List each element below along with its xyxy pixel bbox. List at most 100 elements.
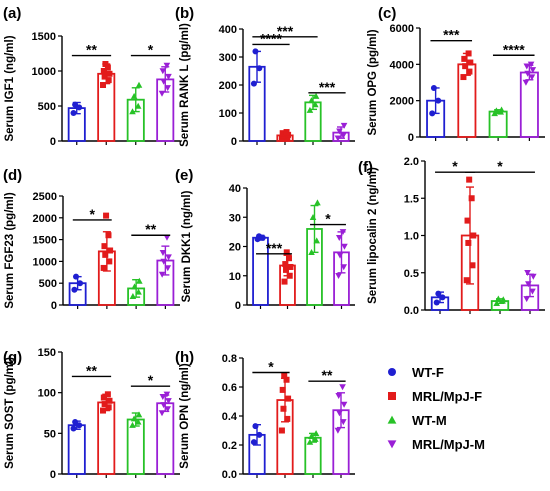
data-point <box>336 128 343 135</box>
data-point <box>313 237 321 244</box>
data-point <box>283 129 290 136</box>
significance-label: * <box>268 359 274 375</box>
data-point <box>465 50 472 57</box>
y-tick-label: 100 <box>219 108 237 120</box>
y-tick-label: 2.0 <box>404 156 419 168</box>
data-point <box>335 235 343 242</box>
data-point <box>429 110 436 117</box>
y-tick-label: 1.5 <box>404 193 419 205</box>
data-point <box>103 212 110 219</box>
y-tick-label: 500 <box>39 278 57 290</box>
data-point <box>165 254 172 261</box>
data-point <box>498 106 505 113</box>
data-point <box>435 97 442 104</box>
data-point <box>158 90 166 97</box>
significance-label: ** <box>322 367 333 383</box>
data-point <box>163 391 171 398</box>
data-point <box>340 419 347 426</box>
panel-label: (a) <box>3 5 21 22</box>
data-point <box>164 406 171 413</box>
y-tick-label: 0 <box>231 136 237 148</box>
data-point <box>101 73 108 80</box>
data-point <box>105 77 112 84</box>
data-point <box>467 59 474 66</box>
data-point <box>131 283 138 290</box>
legend-label: MRL/MpJ-M <box>412 437 485 452</box>
data-point <box>285 255 292 262</box>
data-point <box>312 92 320 99</box>
data-point <box>135 288 142 295</box>
y-axis-label: Serum SOST (pg/ml) <box>4 357 16 469</box>
y-tick-label: 0.8 <box>222 353 237 365</box>
significance-label: ** <box>86 42 97 58</box>
data-point <box>106 258 113 265</box>
data-point <box>334 427 342 434</box>
data-point <box>100 264 107 271</box>
data-point <box>525 281 532 288</box>
significance-label: *** <box>319 79 336 95</box>
bar-wt-f <box>67 424 86 475</box>
data-point <box>105 232 112 239</box>
data-point <box>278 427 285 434</box>
legend-label: MRL/MpJ-F <box>412 389 482 404</box>
data-point <box>100 68 107 74</box>
y-tick-label: 200 <box>219 80 237 92</box>
legend-marker <box>387 440 397 449</box>
data-point <box>256 431 263 438</box>
data-point <box>340 132 347 139</box>
chart-panel-8: (h)Serum OPN (ng/ml)0.00.20.40.60.8 *** <box>175 349 355 481</box>
data-point <box>165 398 172 405</box>
data-point <box>283 376 290 383</box>
data-point <box>70 425 77 432</box>
legend-label: WT-M <box>412 413 447 428</box>
data-point <box>160 402 167 409</box>
data-point <box>256 233 263 240</box>
data-point <box>309 213 317 220</box>
data-point <box>106 70 113 77</box>
y-tick-label: 50 <box>44 428 56 440</box>
data-point <box>163 234 171 241</box>
legend-label: WT-F <box>412 365 444 380</box>
y-tick-label: 0.2 <box>222 440 237 452</box>
y-tick-label: 150 <box>38 347 56 359</box>
data-point <box>528 74 536 81</box>
y-tick-label: 0.6 <box>222 382 237 394</box>
data-point <box>129 108 136 115</box>
y-tick-label: 0.0 <box>222 469 237 481</box>
data-point <box>529 67 537 74</box>
data-point <box>308 97 315 104</box>
data-point <box>335 393 342 399</box>
data-point <box>281 372 288 379</box>
data-point <box>102 251 109 258</box>
y-tick-label: 0 <box>408 132 414 144</box>
data-point <box>312 101 319 108</box>
data-point <box>105 404 112 411</box>
data-point <box>306 106 314 113</box>
data-point <box>100 407 107 414</box>
panel-label: (f) <box>358 159 373 176</box>
y-tick-label: 0.0 <box>404 305 419 317</box>
data-point <box>334 135 342 142</box>
data-point <box>71 286 78 293</box>
y-tick-label: 300 <box>219 52 237 64</box>
data-point <box>466 176 473 183</box>
data-point <box>284 415 291 422</box>
data-point <box>283 249 290 256</box>
y-tick-label: 0.5 <box>404 268 419 280</box>
data-point <box>524 270 531 277</box>
significance-label: *** <box>266 240 283 256</box>
data-point <box>135 81 143 88</box>
data-point <box>439 294 446 301</box>
data-point <box>339 229 347 236</box>
data-point <box>102 61 109 67</box>
data-point <box>256 65 263 72</box>
data-point <box>160 78 167 85</box>
data-point <box>469 262 476 269</box>
y-tick-label: 0 <box>50 469 56 481</box>
data-point <box>159 394 167 401</box>
data-point <box>280 405 287 412</box>
